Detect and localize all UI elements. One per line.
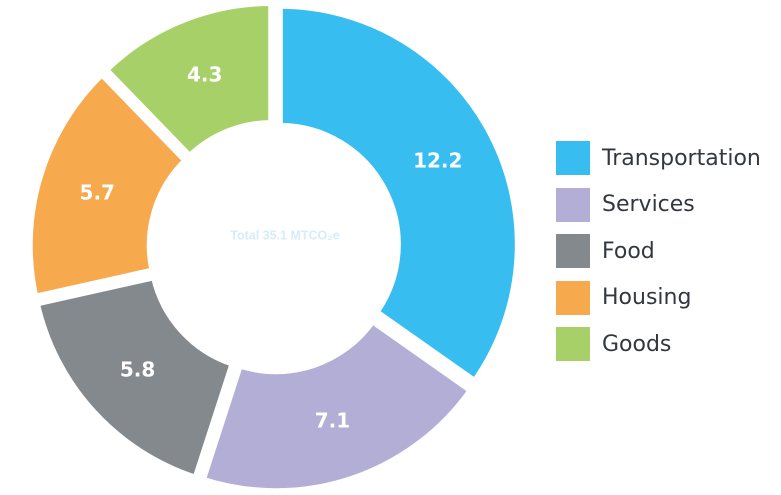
legend-item-transportation: Transportation: [556, 141, 761, 175]
slice-value-labels: 12.2 7.1 5.8 5.7 4.3: [80, 63, 463, 433]
legend-label: Housing: [602, 285, 692, 310]
slice-food: [32, 273, 237, 482]
slice-value-label-goods: 4.3: [187, 63, 222, 87]
slice-housing: [25, 70, 190, 301]
slice-value-label-services: 7.1: [315, 409, 350, 433]
legend-item-food: Food: [556, 234, 761, 268]
slice-value-label-food: 5.8: [120, 358, 155, 382]
legend-swatch: [556, 141, 590, 175]
legend-swatch: [556, 327, 590, 361]
slice-value-label-transportation: 12.2: [413, 148, 462, 172]
legend-swatch: [556, 187, 590, 222]
donut-slices: [25, 0, 522, 495]
slice-value-label-housing: 5.7: [80, 181, 115, 205]
slice-transportation: [275, 1, 522, 386]
slice-goods: [101, 0, 276, 161]
legend-label: Transportation: [602, 145, 761, 171]
legend-swatch: [556, 280, 590, 315]
center-total-label: Total 35.1 MTCO₂e: [230, 228, 340, 242]
slice-services: [198, 317, 475, 495]
legend-item-services: Services: [556, 187, 761, 222]
legend-item-goods: Goods: [556, 327, 761, 361]
legend-label: Food: [602, 238, 655, 264]
legend-label: Goods: [602, 331, 672, 357]
legend-label: Services: [602, 192, 695, 217]
legend-swatch: [556, 234, 590, 268]
legend-item-housing: Housing: [556, 280, 761, 315]
chart-legend: Transportation Services Food Housing Goo…: [556, 141, 761, 374]
